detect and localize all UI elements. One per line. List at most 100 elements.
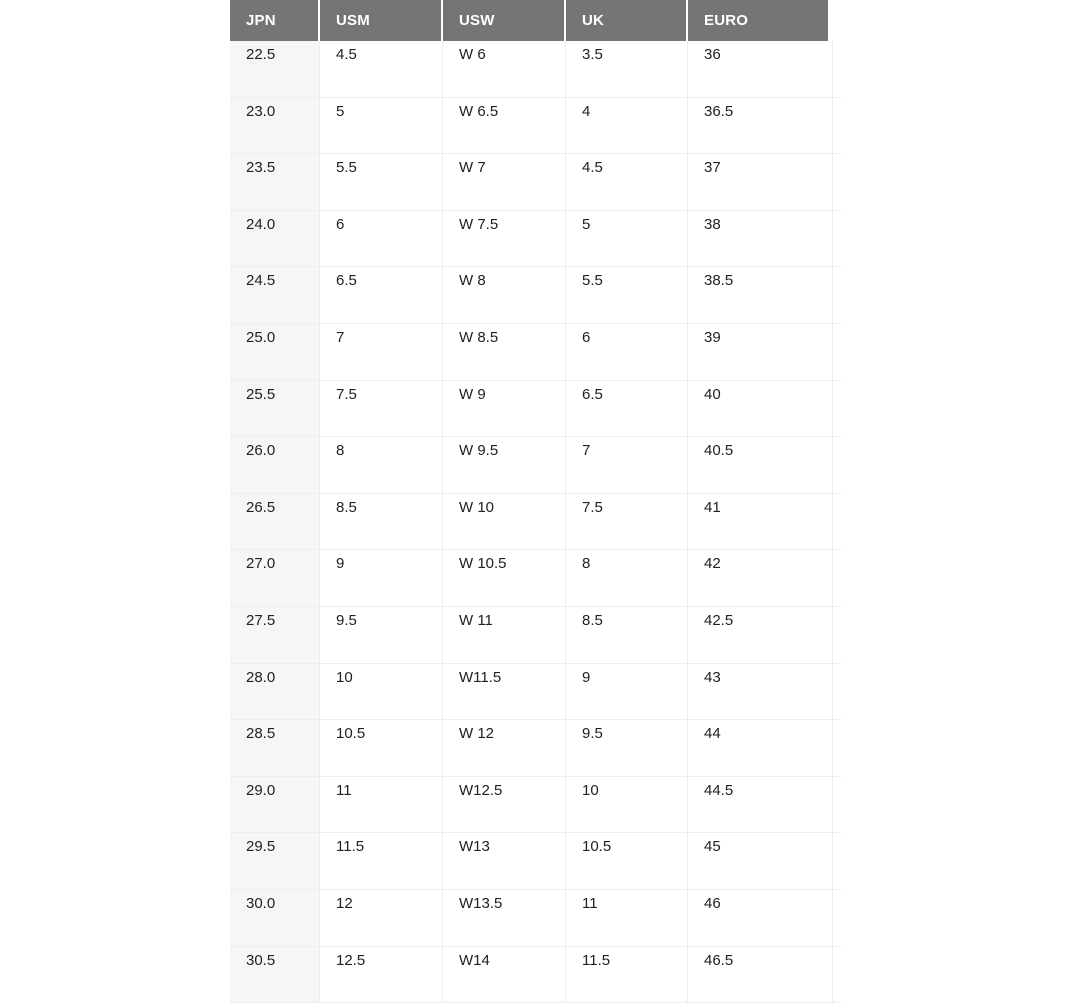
table-row-edge-filler	[833, 890, 841, 947]
table-cell-euro: 40.5	[688, 437, 833, 494]
table-cell-euro: 39	[688, 324, 833, 381]
table-row-edge-filler	[833, 777, 841, 834]
column-header-euro: EURO	[688, 0, 828, 41]
table-cell-usw: W 8	[443, 267, 566, 324]
table-cell-usw: W 9.5	[443, 437, 566, 494]
table-cell-uk: 10	[566, 777, 688, 834]
table-cell-uk: 6.5	[566, 381, 688, 438]
table-cell-jpn: 28.0	[230, 664, 320, 721]
table-cell-jpn: 23.0	[230, 98, 320, 155]
table-cell-usm: 11	[320, 777, 443, 834]
table-cell-usw: W 10.5	[443, 550, 566, 607]
table-row-edge-filler	[833, 833, 841, 890]
table-cell-euro: 37	[688, 154, 833, 211]
table-cell-uk: 9.5	[566, 720, 688, 777]
table-cell-euro: 38.5	[688, 267, 833, 324]
table-row-edge-filler	[833, 381, 841, 438]
table-cell-jpn: 25.0	[230, 324, 320, 381]
table-cell-usw: W13	[443, 833, 566, 890]
table-row-edge-filler	[833, 664, 841, 721]
table-cell-usm: 6	[320, 211, 443, 268]
table-cell-uk: 5	[566, 211, 688, 268]
table-row-edge-filler	[833, 550, 841, 607]
table-cell-usm: 9.5	[320, 607, 443, 664]
table-cell-usm: 7	[320, 324, 443, 381]
table-cell-uk: 6	[566, 324, 688, 381]
table-cell-usm: 12	[320, 890, 443, 947]
table-cell-jpn: 30.5	[230, 947, 320, 1003]
column-header-jpn: JPN	[230, 0, 320, 41]
table-cell-jpn: 29.5	[230, 833, 320, 890]
table-cell-uk: 8.5	[566, 607, 688, 664]
table-row-edge-filler	[833, 437, 841, 494]
table-cell-euro: 38	[688, 211, 833, 268]
table-cell-usm: 9	[320, 550, 443, 607]
table-cell-euro: 41	[688, 494, 833, 551]
table-cell-usm: 10.5	[320, 720, 443, 777]
column-header-usm: USM	[320, 0, 443, 41]
table-cell-uk: 7	[566, 437, 688, 494]
table-cell-usw: W 7	[443, 154, 566, 211]
table-cell-uk: 9	[566, 664, 688, 721]
table-cell-usw: W14	[443, 947, 566, 1003]
table-cell-euro: 43	[688, 664, 833, 721]
table-cell-usm: 8.5	[320, 494, 443, 551]
table-cell-uk: 5.5	[566, 267, 688, 324]
table-cell-euro: 45	[688, 833, 833, 890]
table-cell-usm: 10	[320, 664, 443, 721]
table-cell-jpn: 22.5	[230, 41, 320, 98]
table-cell-usw: W 12	[443, 720, 566, 777]
table-cell-usw: W 6	[443, 41, 566, 98]
column-header-uk: UK	[566, 0, 688, 41]
table-cell-euro: 36	[688, 41, 833, 98]
table-cell-usw: W 11	[443, 607, 566, 664]
table-cell-usw: W 10	[443, 494, 566, 551]
table-row-edge-filler	[833, 607, 841, 664]
table-cell-usm: 5	[320, 98, 443, 155]
table-cell-usw: W 9	[443, 381, 566, 438]
table-row-edge-filler	[833, 947, 841, 1003]
table-cell-uk: 7.5	[566, 494, 688, 551]
table-cell-usm: 6.5	[320, 267, 443, 324]
table-cell-euro: 46	[688, 890, 833, 947]
table-cell-usm: 5.5	[320, 154, 443, 211]
table-cell-euro: 36.5	[688, 98, 833, 155]
table-cell-euro: 46.5	[688, 947, 833, 1003]
table-cell-jpn: 24.0	[230, 211, 320, 268]
table-row-edge-filler	[833, 267, 841, 324]
table-cell-uk: 4	[566, 98, 688, 155]
table-cell-euro: 44.5	[688, 777, 833, 834]
table-cell-jpn: 23.5	[230, 154, 320, 211]
table-cell-usw: W 8.5	[443, 324, 566, 381]
table-cell-jpn: 28.5	[230, 720, 320, 777]
table-cell-usm: 11.5	[320, 833, 443, 890]
table-cell-usw: W11.5	[443, 664, 566, 721]
table-cell-jpn: 29.0	[230, 777, 320, 834]
table-cell-jpn: 26.5	[230, 494, 320, 551]
table-cell-usm: 4.5	[320, 41, 443, 98]
table-cell-jpn: 26.0	[230, 437, 320, 494]
table-cell-usw: W 7.5	[443, 211, 566, 268]
table-cell-usm: 12.5	[320, 947, 443, 1003]
table-row-edge-filler	[833, 324, 841, 381]
table-cell-uk: 10.5	[566, 833, 688, 890]
table-cell-jpn: 27.5	[230, 607, 320, 664]
table-cell-jpn: 27.0	[230, 550, 320, 607]
